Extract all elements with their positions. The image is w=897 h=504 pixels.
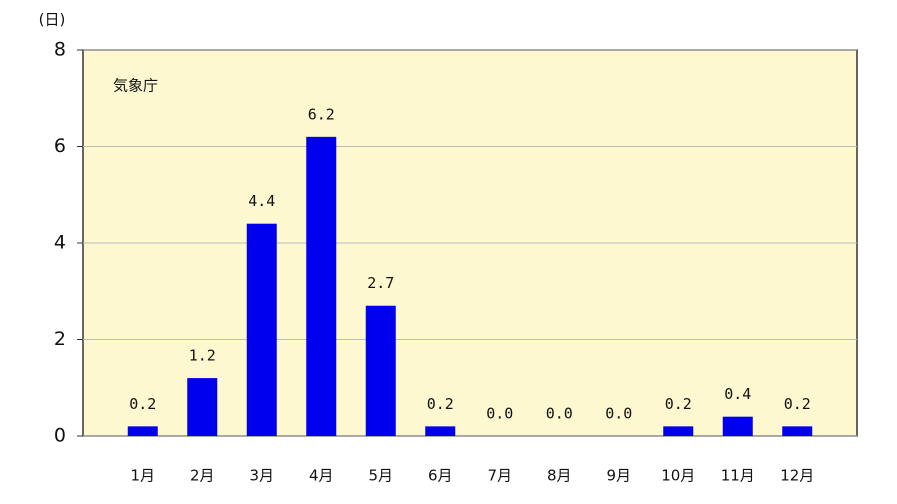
x-tick-label: 1月 (130, 467, 155, 485)
value-label: 0.2 (665, 395, 692, 413)
bar (663, 426, 694, 436)
x-tick-label: 5月 (368, 467, 393, 485)
bar (127, 426, 158, 436)
bar (306, 136, 337, 436)
y-tick-label: 8 (54, 39, 66, 61)
value-label: 1.2 (189, 347, 216, 365)
y-tick-label: 6 (54, 135, 66, 157)
value-label: 0.0 (546, 405, 573, 423)
bar (187, 378, 218, 436)
x-tick-label: 9月 (606, 467, 631, 485)
x-tick-label: 7月 (487, 467, 512, 485)
y-tick-label: 4 (54, 232, 66, 254)
x-tick-label: 8月 (547, 467, 572, 485)
y-tick-label: 2 (54, 328, 66, 350)
bar (365, 305, 396, 436)
bar (425, 426, 456, 436)
value-label: 0.2 (427, 395, 454, 413)
x-tick-label: 12月 (780, 467, 814, 485)
y-tick-label: 0 (54, 425, 66, 447)
value-label: 0.4 (724, 385, 751, 403)
x-tick-label: 6月 (428, 467, 453, 485)
bar (782, 426, 813, 436)
x-tick-label: 4月 (309, 467, 334, 485)
value-label: 0.0 (486, 405, 513, 423)
annotation: 気象庁 (113, 77, 158, 95)
bar (246, 223, 277, 436)
x-tick-label: 10月 (661, 467, 695, 485)
value-label: 6.2 (308, 105, 335, 123)
value-label: 0.0 (605, 405, 632, 423)
x-tick-label: 11月 (721, 467, 755, 485)
y-unit: (日) (39, 11, 66, 29)
x-tick-label: 2月 (190, 467, 215, 485)
x-tick-label: 3月 (249, 467, 274, 485)
value-label: 2.7 (367, 274, 394, 292)
value-label: 4.4 (248, 192, 275, 210)
value-label: 0.2 (129, 395, 156, 413)
value-label: 0.2 (784, 395, 811, 413)
bar (722, 416, 753, 436)
